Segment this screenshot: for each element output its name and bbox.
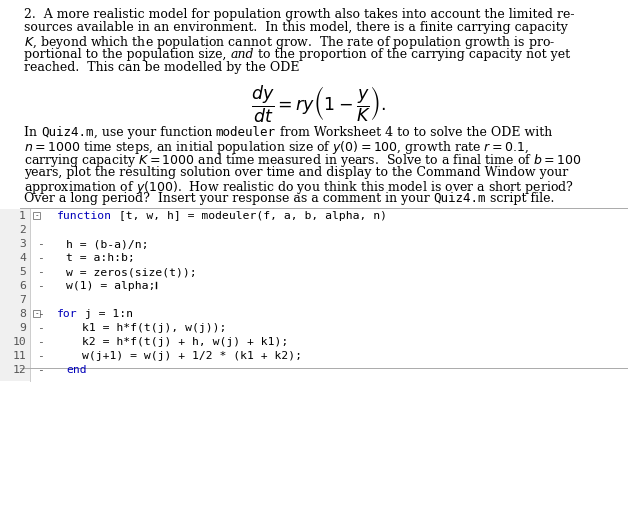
Text: sources available in an environment.  In this model, there is a finite carrying : sources available in an environment. In … [24,21,568,34]
Text: k1 = h*f(t(j), w(j));: k1 = h*f(t(j), w(j)); [82,323,226,333]
Text: Quiz4.m: Quiz4.m [41,126,94,139]
Bar [0,209,30,381]
Text: -: - [34,309,39,318]
Text: carrying capacity $K = 1000$ and time measured in years.  Solve to a final time : carrying capacity $K = 1000$ and time me… [24,152,582,169]
Text: In: In [24,126,41,139]
Text: -: - [36,239,43,249]
Text: 8: 8 [19,309,26,319]
Bar [33,212,40,219]
Text: reached.  This can be modelled by the ODE: reached. This can be modelled by the ODE [24,61,299,74]
Text: $n = 1000$ time steps, an initial population size of $y(0) = 100$, growth rate $: $n = 1000$ time steps, an initial popula… [24,139,529,156]
Text: -: - [36,253,43,263]
Text: -: - [36,281,43,291]
Text: approximation of $y(100)$.  How realistic do you think this model is over a shor: approximation of $y(100)$. How realistic… [24,179,574,196]
Text: years, plot the resulting solution over time and display to the Command Window y: years, plot the resulting solution over … [24,165,568,179]
Text: 2.  A more realistic model for population growth also takes into account the lim: 2. A more realistic model for population… [24,8,575,21]
Text: $\dfrac{dy}{dt} = ry\left(1 - \dfrac{y}{K}\right).$: $\dfrac{dy}{dt} = ry\left(1 - \dfrac{y}{… [251,84,386,126]
Text: -: - [36,267,43,277]
Text: -: - [36,309,43,319]
Text: t = a:h:b;: t = a:h:b; [66,253,135,263]
Text: 6: 6 [19,281,26,291]
Text: Quiz4.m: Quiz4.m [434,192,486,205]
Text: 5: 5 [19,267,26,277]
Text: Over a long period?  Insert your response as a comment in your: Over a long period? Insert your response… [24,192,434,205]
Text: $K$, beyond which the population cannot grow.  The rate of population growth is : $K$, beyond which the population cannot … [24,35,555,52]
Text: 10: 10 [12,337,26,347]
Text: to the proportion of the carrying capacity not yet: to the proportion of the carrying capaci… [254,47,570,61]
Text: 9: 9 [19,323,26,333]
Text: -: - [34,211,39,220]
Text: portional to the population size,: portional to the population size, [24,47,231,61]
Text: 12: 12 [12,365,26,375]
Text: -: - [36,365,43,375]
Text: -: - [36,323,43,333]
Text: for: for [57,309,78,319]
Text: 2: 2 [19,225,26,235]
Bar [33,310,40,317]
Text: h = (b-a)/n;: h = (b-a)/n; [66,239,148,249]
Text: w(j+1) = w(j) + 1/2 * (k1 + k2);: w(j+1) = w(j) + 1/2 * (k1 + k2); [82,351,302,361]
Text: w(1) = alpha;: w(1) = alpha; [66,281,155,291]
Text: and: and [231,47,254,61]
Text: function: function [57,211,112,221]
Text: 11: 11 [12,351,26,361]
Text: modeuler: modeuler [216,126,276,139]
Text: 1: 1 [19,211,26,221]
Text: , use your function: , use your function [94,126,216,139]
Text: script file.: script file. [486,192,555,205]
Text: -: - [36,337,43,347]
Text: end: end [66,365,87,375]
Text: 3: 3 [19,239,26,249]
Text: from Worksheet 4 to to solve the ODE with: from Worksheet 4 to to solve the ODE wit… [276,126,552,139]
Text: -: - [36,351,43,361]
Text: k2 = h*f(t(j) + h, w(j) + k1);: k2 = h*f(t(j) + h, w(j) + k1); [82,337,289,347]
Text: [t, w, h] = modeuler(f, a, b, alpha, n): [t, w, h] = modeuler(f, a, b, alpha, n) [112,211,387,221]
Text: 7: 7 [19,295,26,305]
Text: j = 1:n: j = 1:n [78,309,132,319]
Text: 4: 4 [19,253,26,263]
Text: w = zeros(size(t));: w = zeros(size(t)); [66,267,197,277]
